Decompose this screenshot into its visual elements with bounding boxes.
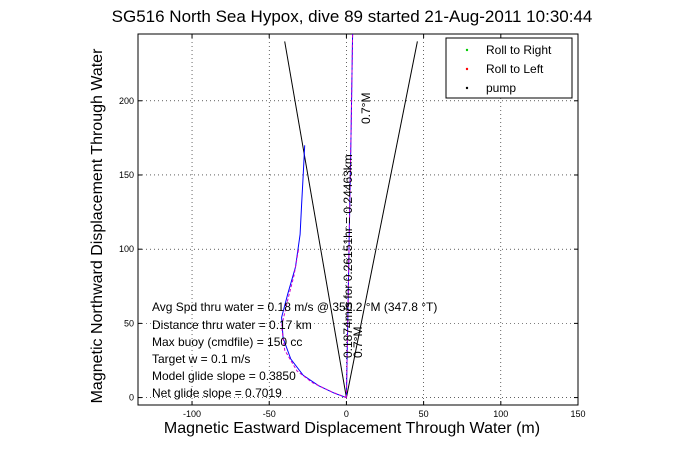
annotation-model-glide: Model glide slope = 0.3850 [152,369,296,383]
rotated-label-heading-top: 0.7°M [359,93,373,124]
annotation-max-buoy: Max buoy (cmdfile) = 150 cc [152,335,302,349]
x-tick-label: 0 [344,409,349,419]
annotation-avg-speed: Avg Spd thru water = 0.18 m/s @ 350.2 °M… [152,300,437,314]
glide-cone-line [284,41,347,398]
x-axis-label: Magnetic Eastward Displacement Through W… [164,420,540,437]
y-tick-label: 150 [119,170,134,180]
x-tick-label: -50 [263,409,276,419]
glide-cone-line [345,41,418,398]
x-tick-label: 100 [493,409,508,419]
legend-marker-pump [465,86,469,90]
legend-label-roll-left: Roll to Left [486,62,544,76]
chart-title: SG516 North Sea Hypox, dive 89 started 2… [112,7,593,26]
axis-ticks: -100 -50 0 50 100 150 0 50 100 150 200 [119,34,586,419]
y-tick-label: 100 [119,244,134,254]
annotation-target-w: Target w = 0.1 m/s [152,352,250,366]
legend-label-pump: pump [486,81,516,95]
x-tick-label: 150 [570,409,585,419]
y-axis-label: Magnetic Northward Displacement Through … [89,48,106,403]
y-tick-label: 200 [119,96,134,106]
legend-marker-roll-left [465,67,469,71]
legend-marker-roll-right [465,48,469,52]
legend: Roll to Right Roll to Left pump [445,37,573,99]
glide-cone-lines [284,41,418,398]
series-line [345,33,354,398]
series-line [281,249,347,399]
x-tick-label: 50 [419,409,429,419]
annotation-net-glide: Net glide slope = 0.7019 [152,386,282,400]
grid [138,34,579,405]
y-tick-label: 0 [129,393,134,403]
y-tick-label: 50 [124,318,134,328]
x-tick-label: -100 [183,409,201,419]
annotation-block: Avg Spd thru water = 0.18 m/s @ 350.2 °M… [152,300,437,400]
annotation-distance: Distance thru water = 0.17 km [152,318,312,332]
rotated-label-distance: 0.1874m/s for 0.26151hr = 0.24463km [341,154,355,358]
rotated-label-heading-bottom: 0.7°M [351,327,365,358]
series-group [281,33,354,399]
legend-label-roll-right: Roll to Right [486,43,552,57]
